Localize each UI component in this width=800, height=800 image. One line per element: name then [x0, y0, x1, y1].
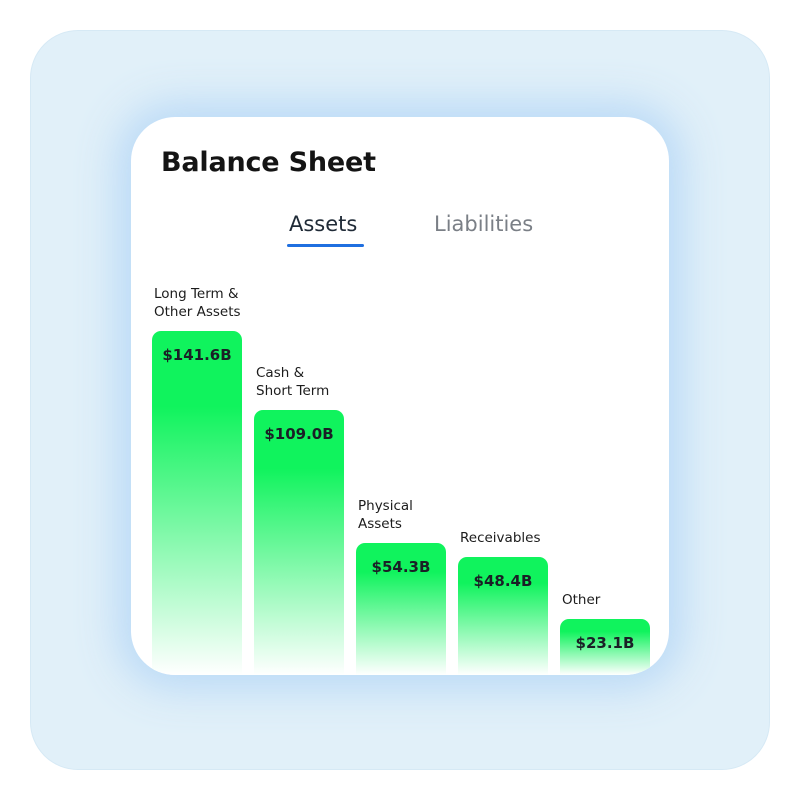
- bar-value-label: $48.4B: [473, 572, 533, 591]
- balance-sheet-card: Balance Sheet Assets Liabilities $141.6B…: [131, 117, 669, 675]
- category-label: Long Term & Other Assets: [154, 286, 241, 320]
- card-title: Balance Sheet: [161, 147, 376, 178]
- bar-value-label: $54.3B: [371, 558, 431, 577]
- active-tab-indicator: [287, 244, 364, 247]
- tab-liabilities[interactable]: Liabilities: [434, 212, 534, 236]
- bar-fill: [356, 543, 446, 675]
- bar-fill: [458, 557, 548, 675]
- bar-fill: [254, 410, 344, 675]
- category-label: Receivables: [460, 530, 541, 547]
- bar-value-label: $141.6B: [162, 346, 232, 364]
- bar-value-label: $23.1B: [575, 633, 635, 652]
- tab-assets[interactable]: Assets: [289, 212, 358, 236]
- bar-5: $23.1B: [560, 618, 650, 675]
- bar-fill: [152, 331, 242, 675]
- bar-value-label: $109.0B: [264, 425, 334, 444]
- bar-fill: [560, 618, 650, 675]
- category-label: Other: [562, 591, 601, 608]
- bar-3: $54.3B: [356, 543, 446, 675]
- category-label: Physical Assets: [358, 498, 413, 533]
- bar-1: $141.6B: [152, 331, 242, 675]
- bar-4: $48.4B: [458, 557, 548, 675]
- category-label: Cash & Short Term: [256, 365, 330, 400]
- bar-2: $109.0B: [254, 410, 344, 675]
